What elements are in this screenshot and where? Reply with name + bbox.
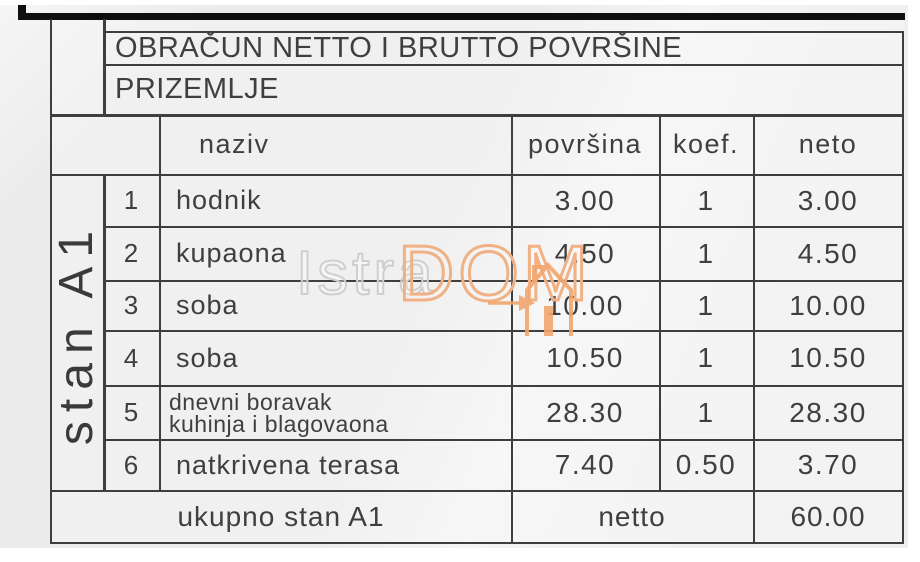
row-naziv: hodnik: [176, 185, 262, 215]
row-povrsina: 3.00: [554, 184, 616, 216]
row-naziv: dnevni boravak kuhinja i blagovaona: [169, 388, 389, 437]
row-neto: 4.50: [797, 237, 859, 269]
table-title: OBRAČUN NETTO I BRUTTO POVRŠINE: [115, 31, 683, 64]
row-povrsina: 10.50: [546, 342, 624, 373]
row-naziv: soba: [176, 342, 239, 373]
row-koef: 1: [697, 289, 715, 321]
row-koef: 1: [697, 342, 715, 373]
unit-label-cell: stan A1: [50, 174, 103, 492]
row-number: 3: [123, 290, 140, 320]
frame-top-bar: [18, 13, 905, 20]
row-neto: 10.50: [789, 342, 867, 373]
footer-neto-label: netto: [598, 500, 666, 532]
footer-total-value: 60.00: [790, 500, 866, 532]
floor-label: PRIZEMLJE: [115, 73, 280, 105]
row-number: 2: [123, 238, 140, 268]
row-koef: 1: [697, 237, 715, 269]
col-header-povrsina: površina: [527, 128, 643, 159]
col-header-naziv: naziv: [199, 128, 270, 159]
row-number: 4: [123, 342, 140, 373]
grid-line: [50, 542, 904, 544]
row-povrsina: 10.00: [546, 289, 624, 321]
row-neto: 10.00: [789, 289, 867, 321]
row-number: 5: [123, 397, 140, 427]
unit-label: stan A1: [50, 221, 103, 445]
row-neto: 28.30: [789, 396, 867, 428]
row-koef: 0.50: [675, 449, 737, 480]
row-number: 6: [123, 449, 140, 480]
footer-total-label: ukupno stan A1: [177, 500, 385, 532]
row-neto: 3.70: [797, 449, 859, 480]
row-koef: 1: [697, 184, 715, 216]
col-header-neto: neto: [798, 128, 858, 159]
row-naziv: soba: [176, 290, 239, 320]
col-header-koef: koef.: [672, 128, 740, 159]
row-naziv: kupaona: [176, 238, 287, 268]
row-naziv: natkrivena terasa: [176, 449, 401, 480]
row-povrsina: 4.50: [554, 237, 616, 269]
row-number: 1: [123, 185, 140, 215]
row-koef: 1: [697, 396, 715, 428]
row-povrsina: 28.30: [546, 396, 624, 428]
row-povrsina: 7.40: [554, 449, 616, 480]
row-neto: 3.00: [797, 184, 859, 216]
